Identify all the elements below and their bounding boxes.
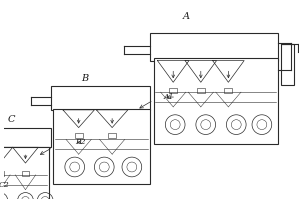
Bar	[0, 147, 49, 200]
Bar	[169, 88, 177, 93]
Text: C2: C2	[0, 181, 10, 189]
Bar	[280, 44, 294, 85]
Bar	[51, 86, 150, 110]
Bar	[150, 33, 278, 61]
Bar	[22, 171, 29, 176]
Bar	[53, 109, 150, 184]
Text: A1: A1	[164, 93, 174, 101]
Bar	[197, 88, 205, 93]
Text: B: B	[81, 74, 88, 83]
Text: B2: B2	[75, 138, 85, 146]
Bar	[108, 133, 116, 138]
Bar	[224, 88, 232, 93]
Bar	[0, 128, 51, 147]
Bar	[75, 133, 83, 138]
Bar	[154, 58, 278, 144]
Text: C: C	[8, 115, 15, 124]
Text: A: A	[182, 12, 190, 21]
Bar	[0, 171, 4, 176]
